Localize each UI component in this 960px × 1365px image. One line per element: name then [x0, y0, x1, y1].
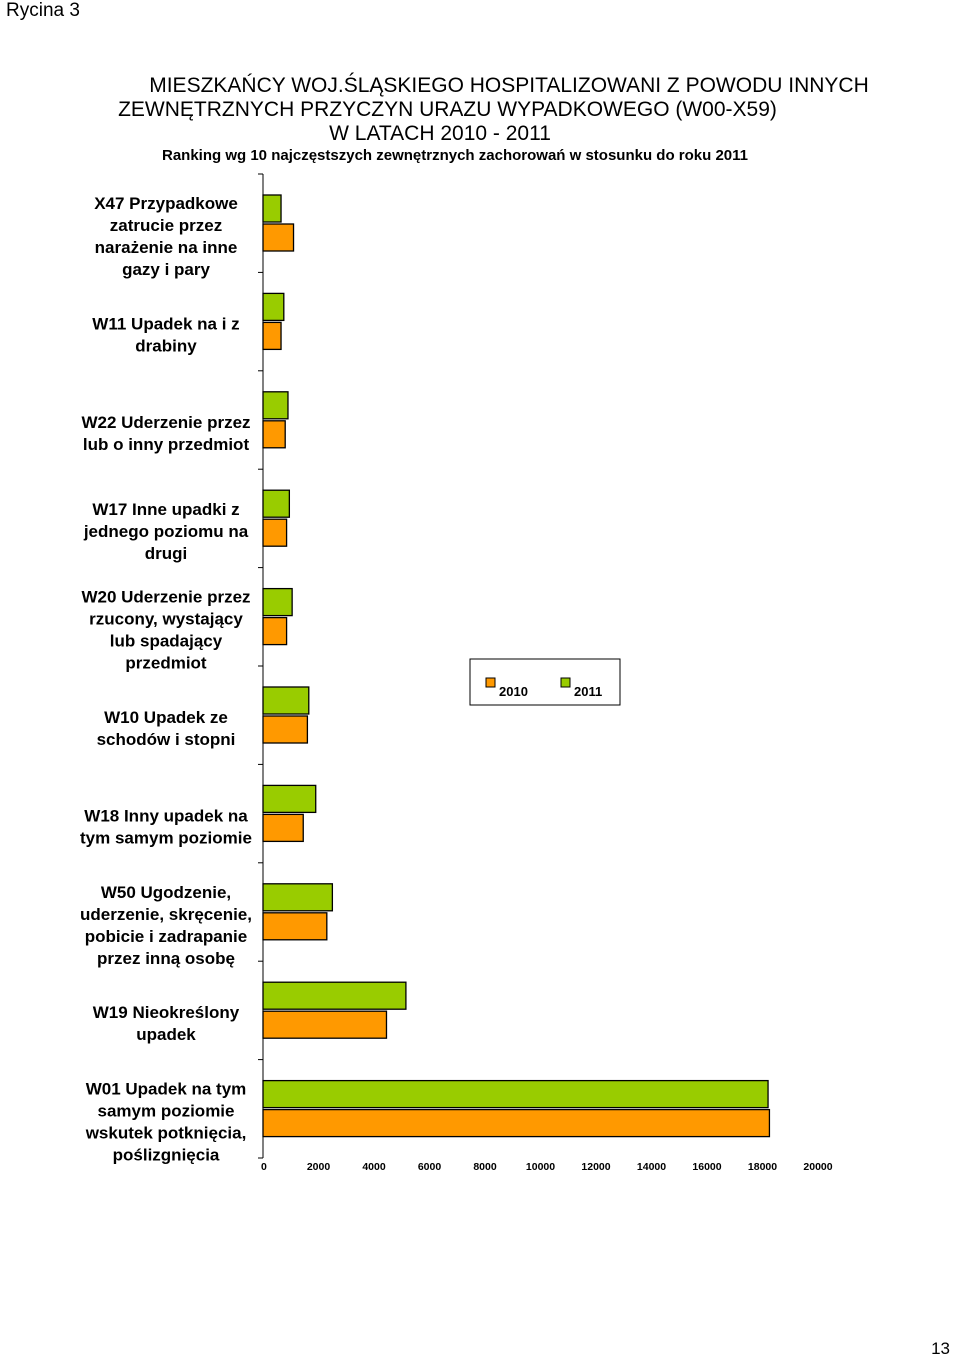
bar-2010 [262, 616, 288, 646]
category-label-line: poślizgnięcia [113, 1146, 220, 1165]
bar-2010 [262, 813, 304, 843]
legend-swatch-2011 [560, 677, 571, 688]
legend-label-2011: 2011 [574, 684, 602, 699]
category-label-line: przedmiot [125, 654, 207, 673]
x-tick-label: 12000 [581, 1161, 610, 1173]
category-label: W01 Upadek na tym samym poziomie wskutek p… [85, 1080, 247, 1165]
bar-2010 [262, 1108, 771, 1138]
bar-2010 [262, 912, 328, 941]
bar-2011 [262, 784, 317, 814]
chart-subtitle: Ranking wg 10 najczęstszych zewnętrznych… [162, 147, 748, 164]
category-label-line: upadek [136, 1025, 196, 1044]
chart-title: MIESZKAŃCY WOJ.ŚLĄSKIEGO HOSPITALIZOWANI… [0, 74, 960, 166]
category-label-line: schodów i stopni [97, 730, 236, 749]
category-label-line: W50 Ugodzenie, [101, 883, 231, 902]
category-label-line: drabiny [135, 336, 197, 355]
bar-2010 [262, 715, 309, 744]
x-tick-label: 14000 [637, 1161, 666, 1173]
bar-2010 [262, 223, 295, 252]
legend-label-2010: 2010 [499, 684, 528, 699]
bar-2011 [262, 194, 282, 223]
bar-2011 [262, 883, 334, 912]
category-label-line: W22 Uderzenie przez [81, 413, 250, 432]
category-label: W11 Upadek na i z drabiny [92, 314, 239, 355]
x-tick-label: 20000 [803, 1161, 832, 1173]
category-label-line: X47 Przypadkowe [94, 194, 238, 213]
category-label: W22 Uderzenie przez lub o inny przedmiot [81, 413, 250, 454]
figure-label: Rycina 3 [6, 0, 80, 21]
category-label-line: gazy i pary [122, 260, 210, 279]
x-tick-label: 6000 [418, 1161, 442, 1173]
category-label-line: przez inną osobę [97, 949, 235, 968]
bar-2010 [262, 420, 286, 449]
bar-2011 [262, 292, 285, 322]
category-label-line: pobicie i zadrapanie [85, 927, 248, 946]
x-tick-label: 18000 [748, 1161, 777, 1173]
category-label-line: drugi [145, 544, 188, 563]
category-label: W20 Uderzenie przez rzucony, wystający lub… [81, 588, 250, 673]
category-label-line: W19 Nieokreślony [93, 1003, 240, 1022]
category-label-line: W01 Upadek na tym [86, 1080, 247, 1099]
category-labels: X47 Przypadkowe zatrucie przez narażenie n… [80, 194, 252, 1165]
x-tick-label: 10000 [526, 1161, 555, 1173]
x-tick-label: 0 [261, 1161, 267, 1173]
axis-layer [258, 173, 264, 1159]
category-label-line: zatrucie przez [110, 216, 222, 235]
x-axis-ticks: 0 2000 4000 6000 8000 10000 12000 14000 16000 180… [261, 1161, 833, 1173]
title-line-2: ZEWNĘTRZNYCH PRZYCZYN URAZU WYPADKOWEGO … [118, 98, 777, 121]
x-tick-label: 8000 [473, 1161, 497, 1173]
bar-2010 [262, 1010, 388, 1039]
category-label-line: lub spadający [110, 632, 223, 651]
bar-2011 [262, 489, 291, 518]
bar-2011 [262, 1079, 769, 1109]
legend: 2010 2011 [469, 658, 621, 706]
bar-2010 [262, 518, 288, 547]
x-tick-label: 2000 [307, 1161, 331, 1173]
category-label-line: W20 Uderzenie przez [81, 588, 250, 607]
category-label-line: uderzenie, skręcenie, [80, 905, 252, 924]
category-label-line: W11 Upadek na i z [92, 314, 239, 333]
title-line-1: MIESZKAŃCY WOJ.ŚLĄSKIEGO HOSPITALIZOWANI… [149, 74, 869, 97]
category-label-line: W17 Inne upadki z [92, 500, 239, 519]
category-label: W19 Nieokreślony upadek [93, 1003, 240, 1044]
category-label-line: W18 Inny upadek na [84, 806, 248, 825]
x-tick-label: 4000 [362, 1161, 386, 1173]
category-label-line: wskutek potknięcia, [85, 1124, 247, 1143]
category-label: W10 Upadek ze schodów i stopni [97, 708, 236, 749]
bars-layer [262, 194, 771, 1138]
bar-2011 [262, 981, 407, 1010]
legend-swatch-2010 [485, 677, 496, 688]
category-label-line: jednego poziomu na [83, 522, 249, 541]
category-label-line: lub o inny przedmiot [83, 435, 250, 454]
x-tick-label: 16000 [692, 1161, 721, 1173]
category-label: W18 Inny upadek na tym samym poziomie [80, 806, 252, 847]
category-label-line: rzucony, wystający [89, 610, 243, 629]
category-label-line: tym samym poziomie [80, 828, 252, 847]
category-label: X47 Przypadkowe zatrucie przez narażenie n… [94, 194, 238, 279]
bar-2011 [262, 391, 289, 420]
bar-2011 [262, 686, 310, 715]
bar-2010 [262, 321, 282, 351]
title-line-3: W LATACH 2010 - 2011 [329, 122, 551, 145]
category-label: W50 Ugodzenie, uderzenie, skręcenie, pobic… [80, 883, 252, 968]
category-label-line: samym poziomie [98, 1102, 235, 1121]
category-label-line: W10 Upadek ze [104, 708, 228, 727]
category-label-line: narażenie na inne [95, 238, 238, 257]
page-number: 13 [931, 1339, 950, 1358]
category-label: W17 Inne upadki z jednego poziomu na drugi [83, 500, 249, 563]
bar-2011 [262, 587, 293, 617]
